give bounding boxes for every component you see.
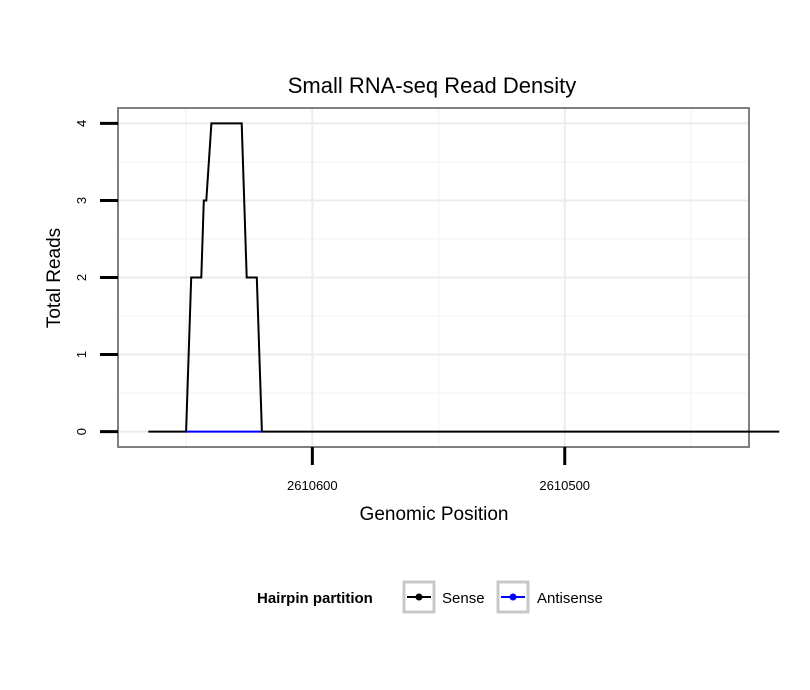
y-tick-label: 1 bbox=[74, 351, 89, 358]
legend-swatch-antisense-point bbox=[509, 593, 517, 601]
series-line-sense bbox=[148, 122, 780, 433]
x-axis-title: Genomic Position bbox=[360, 504, 509, 525]
axis-ticks: 0 1 2 3 4 2610600 2610500 bbox=[74, 120, 590, 493]
legend-title: Hairpin partition bbox=[257, 590, 373, 607]
grid-lines bbox=[118, 108, 749, 447]
y-axis-title: Total Reads bbox=[44, 228, 65, 328]
data-series bbox=[148, 122, 780, 433]
chart-title: Small RNA-seq Read Density bbox=[288, 73, 577, 98]
legend-swatch-sense-point bbox=[415, 593, 423, 601]
legend-label-sense: Sense bbox=[442, 590, 485, 607]
x-tick-label: 2610600 bbox=[287, 478, 338, 493]
y-tick-label: 0 bbox=[74, 428, 89, 435]
y-tick-label: 4 bbox=[74, 120, 89, 127]
x-tick-label: 2610500 bbox=[539, 478, 590, 493]
legend-label-antisense: Antisense bbox=[537, 590, 603, 607]
legend: Hairpin partition Sense Antisense bbox=[257, 580, 603, 614]
y-tick-label: 2 bbox=[74, 274, 89, 281]
y-tick-label: 3 bbox=[74, 197, 89, 204]
